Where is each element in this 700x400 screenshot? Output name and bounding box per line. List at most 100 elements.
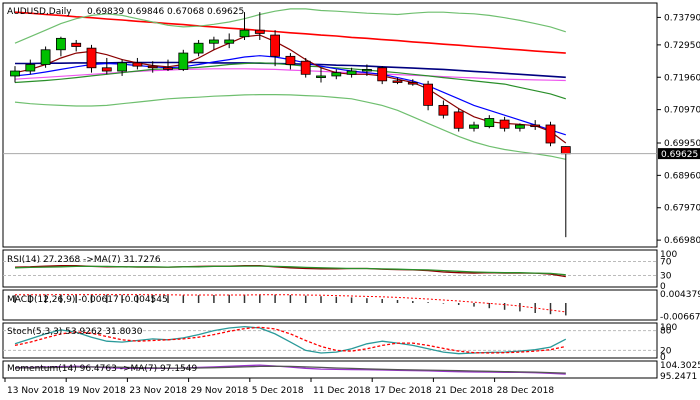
time-axis: 13 Nov 2018 19 Nov 2018 23 Nov 2018 29 Nov … [4, 378, 555, 396]
candle-body [530, 124, 541, 128]
stochastic-label: Stoch(5,3,3) 53.9262 31.8030 [7, 327, 143, 337]
momentum-label: Momentum(14) 96.4763 ->MA(7) 97.1549 [7, 364, 198, 374]
overlay-line [14, 8, 566, 44]
indicator-axis-label: 0 [660, 282, 666, 292]
indicator-axis-label: 100 [660, 250, 677, 260]
candle-body [239, 29, 250, 38]
candle-body [438, 104, 449, 116]
indicator-axis-label: 20 [660, 346, 672, 356]
candle-body [163, 67, 173, 70]
candle-body [25, 64, 36, 72]
price-tick-label: 0.70970 [664, 106, 700, 116]
candle-body [316, 75, 326, 78]
candle-body [469, 124, 479, 129]
time-tick-label: 17 Dec 2018 [374, 386, 432, 396]
time-tick-label: 28 Dec 2018 [497, 386, 555, 396]
price-axis: 0.73790 0.72950 0.71960 0.70970 0.69950 0.689… [657, 13, 700, 246]
price-tick-label: 0.68960 [664, 171, 700, 181]
candle-body [346, 70, 357, 75]
indicator-axis-label: 95.2471 [660, 372, 697, 382]
macd-label: MACD(12,26,9) -0.00617 -0.004545 [7, 295, 168, 305]
candle-body [423, 83, 434, 106]
candle-body [10, 70, 20, 77]
price-tick-label: 0.73790 [664, 13, 700, 23]
current-price-tag-bg [658, 148, 700, 160]
price-tick-label: 0.72950 [664, 41, 700, 51]
candle-body [545, 124, 556, 144]
candle-body [499, 119, 510, 129]
indicator-line [14, 265, 566, 276]
candlesticks [10, 12, 571, 238]
overlay-line [14, 34, 567, 144]
candle-body [254, 29, 265, 34]
candle-body [208, 39, 219, 44]
chart-title: AUDUSD,Daily [7, 7, 72, 17]
macd-panel: 0.004379 -0.006673 [2, 289, 700, 322]
candle-body [117, 62, 127, 72]
indicator-axis-label: 100 [660, 323, 677, 333]
indicator-panel-frame [2, 360, 658, 379]
ohlc-high: 0.69846 [127, 7, 164, 17]
ohlc-open: 0.69839 [87, 7, 124, 17]
indicator-panel-frame [2, 289, 658, 321]
candle-body [285, 55, 296, 65]
price-tick-label: 0.69950 [664, 139, 700, 149]
indicator-axis-label: 0.004379 [660, 290, 700, 300]
candle-body [377, 67, 388, 82]
time-tick-label: 11 Dec 2018 [313, 386, 371, 396]
price-tick-label: 0.67970 [664, 204, 700, 214]
indicator-axis-label: 70 [660, 258, 672, 268]
candle-body [515, 124, 525, 129]
current-price-label: 0.69625 [661, 150, 698, 160]
candle-body [407, 82, 418, 85]
candle-body [224, 39, 235, 44]
indicator-axis-label: 30 [660, 272, 672, 282]
candle-body [40, 49, 51, 65]
overlay-line [14, 11, 566, 54]
candle-body [193, 42, 204, 54]
indicator-line [14, 326, 566, 354]
time-tick-label: 13 Nov 2018 [7, 386, 65, 396]
price-panel-frame [2, 2, 658, 248]
candle-body [560, 146, 571, 155]
ohlc-close: 0.69625 [207, 7, 244, 17]
time-tick-label: 29 Nov 2018 [191, 386, 249, 396]
candle-body [132, 62, 143, 67]
indicator-axis-label: 104.3025 [660, 361, 700, 371]
time-tick-label: 19 Nov 2018 [68, 386, 126, 396]
candle-body [71, 42, 82, 47]
candle-body [147, 65, 158, 69]
candle-body [178, 52, 189, 70]
candle-body [56, 37, 66, 51]
time-tick-label: 21 Dec 2018 [435, 386, 493, 396]
indicator-panel-frame [2, 249, 658, 288]
candle-body [86, 47, 97, 69]
candle-body [300, 60, 311, 75]
candle-body [331, 72, 342, 77]
rsi-label: RSI(14) 27.2368 ->MA(7) 31.7276 [7, 255, 161, 265]
indicator-axis-label: 80 [660, 327, 672, 337]
time-tick-label: 23 Nov 2018 [129, 386, 187, 396]
indicator-axis-label: 0 [660, 353, 666, 363]
candle-body [453, 111, 464, 129]
candle-body [392, 80, 403, 83]
ohlc-low: 0.67068 [167, 7, 204, 17]
price-tick-label: 0.71960 [664, 73, 700, 83]
indicator-line [14, 365, 566, 374]
time-tick-label: 5 Dec 2018 [252, 386, 304, 396]
indicator-axis-label: -0.006673 [660, 312, 700, 322]
candle-body [270, 34, 281, 57]
indicator-panel-frame [2, 322, 658, 359]
price-tick-label: 0.66980 [664, 236, 700, 246]
indicator-line [14, 364, 566, 375]
candle-body [484, 118, 495, 128]
current-price-tag: 0.69625 [658, 148, 700, 160]
overlay-line [14, 93, 566, 160]
candle-body [101, 67, 112, 72]
candle-body [361, 69, 372, 72]
